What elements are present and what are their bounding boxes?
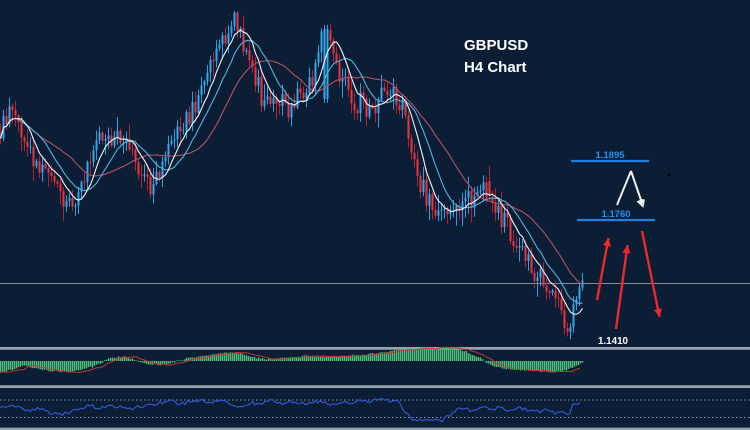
svg-text:H4 Chart: H4 Chart	[464, 59, 527, 76]
svg-text:1.1410: 1.1410	[598, 336, 629, 347]
svg-text:1.1895: 1.1895	[595, 150, 625, 161]
svg-text:GBPUSD: GBPUSD	[464, 37, 528, 54]
svg-text:1.1760: 1.1760	[601, 209, 630, 220]
